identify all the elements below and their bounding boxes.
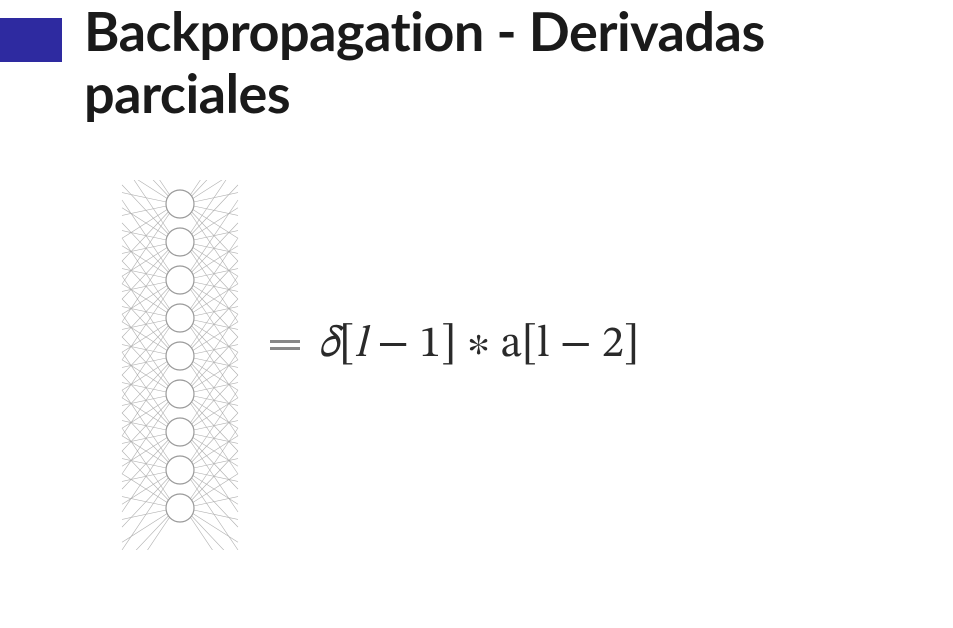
sym-a: a [501,323,522,367]
backprop-formula: δ[l − 1] ∗ a[l − 2] [270,318,639,373]
equals-icon [270,336,300,354]
sym-lbracket-2: [ [522,323,537,367]
nn-layer-svg [120,180,240,550]
sym-rbracket-2: ] [624,323,639,367]
title-line-1: Backpropagation - Derivadas [84,0,924,62]
sym-l-1: l [354,323,366,367]
title-line-2: parciales [84,62,924,124]
nn-layer-diagram [120,180,240,550]
title-accent-bar [0,18,62,62]
sym-lbracket-1: [ [339,323,354,367]
sym-rbracket-1: ] [441,323,456,367]
slide-title: Backpropagation - Derivadas parciales [84,0,924,124]
sym-ast: ∗ [456,323,500,367]
sym-minus-1: − 1 [367,323,441,367]
sym-delta: δ [318,323,339,367]
slide-content: δ[l − 1] ∗ a[l − 2] [120,180,639,550]
sym-l-2: l [537,323,549,367]
sym-minus-2: − 2 [550,323,624,367]
